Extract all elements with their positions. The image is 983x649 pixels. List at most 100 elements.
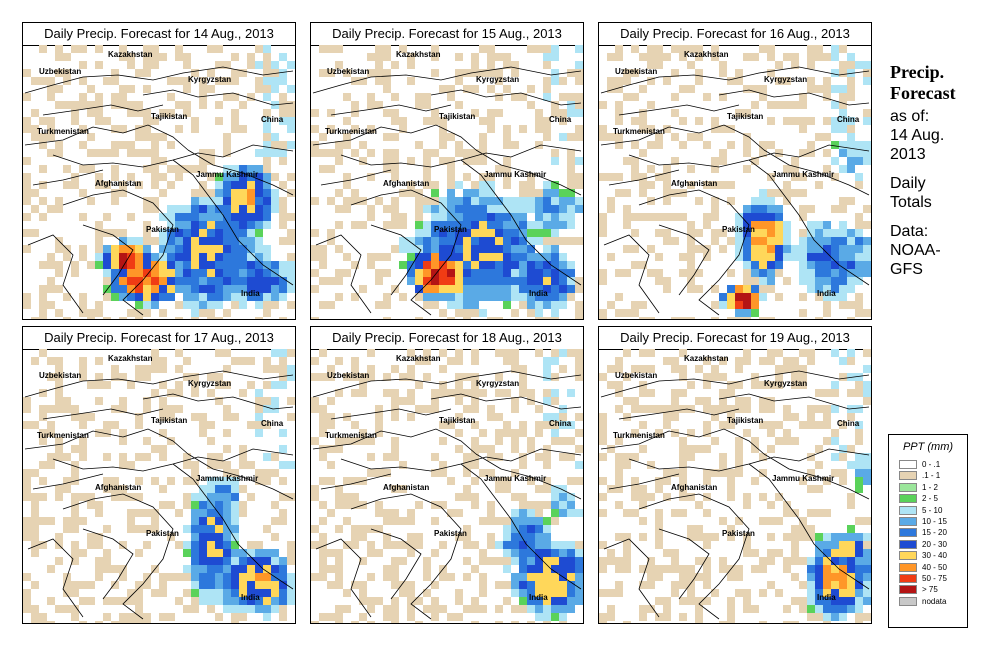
precip-cell [847, 165, 855, 173]
precip-cell [367, 597, 375, 605]
precip-cell [751, 565, 759, 573]
precip-cell [575, 125, 583, 133]
precip-cell [831, 173, 839, 181]
precip-cell [519, 565, 527, 573]
precip-cell [695, 197, 703, 205]
precip-cell [479, 261, 487, 269]
precip-cell [767, 221, 775, 229]
precip-cell [263, 69, 271, 77]
precip-cell [399, 261, 407, 269]
precip-cell [807, 237, 815, 245]
precip-cell [223, 245, 231, 253]
precip-cell [199, 293, 207, 301]
precip-cell [191, 589, 199, 597]
precip-cell [479, 133, 487, 141]
precip-cell [831, 597, 839, 605]
precip-cell [119, 485, 127, 493]
precip-cell [567, 157, 575, 165]
precip-cell [183, 357, 191, 365]
precip-cell [319, 453, 327, 461]
precip-cell [431, 69, 439, 77]
precip-cell [831, 117, 839, 125]
precip-cell [831, 53, 839, 61]
precip-cell [167, 477, 175, 485]
precip-cell [159, 173, 167, 181]
precip-cell [463, 605, 471, 613]
precip-cell [735, 109, 743, 117]
precip-cell [679, 477, 687, 485]
precip-cell [487, 85, 495, 93]
precip-cell [823, 237, 831, 245]
boundary-line [600, 66, 870, 94]
precip-cell [679, 269, 687, 277]
precip-cell [687, 165, 695, 173]
precip-cell [855, 237, 863, 245]
precip-cell [639, 517, 647, 525]
precip-cell [815, 581, 823, 589]
precip-cell [127, 277, 135, 285]
precip-cell [279, 597, 287, 605]
precip-cell [823, 509, 831, 517]
precip-cell [463, 285, 471, 293]
precip-cell [431, 453, 439, 461]
precip-cell [551, 509, 559, 517]
precip-cell [679, 405, 687, 413]
precip-cell [287, 109, 295, 117]
precip-cell [31, 469, 39, 477]
precip-cell [135, 581, 143, 589]
precip-cell [831, 541, 839, 549]
precip-cell [815, 405, 823, 413]
precip-cell [215, 173, 223, 181]
precip-cell [503, 429, 511, 437]
precip-cell [167, 389, 175, 397]
precip-cell [151, 477, 159, 485]
precip-cell [823, 597, 831, 605]
precip-cell [367, 573, 375, 581]
precip-cell [63, 525, 71, 533]
precip-cell [439, 205, 447, 213]
precip-cell [327, 397, 335, 405]
precip-cell [567, 493, 575, 501]
precip-cell [559, 613, 567, 621]
precip-cell [687, 269, 695, 277]
precip-cell [855, 61, 863, 69]
precip-cell [519, 597, 527, 605]
precip-cell [567, 277, 575, 285]
precip-cell [863, 613, 871, 621]
precip-cell [311, 573, 319, 581]
precip-cell [839, 605, 847, 613]
precip-cell [351, 101, 359, 109]
precip-cell [607, 173, 615, 181]
precip-cell [247, 253, 255, 261]
precip-cell [183, 293, 191, 301]
precip-cell [431, 109, 439, 117]
precip-cell [143, 373, 151, 381]
precip-cell [671, 413, 679, 421]
precip-cell [175, 245, 183, 253]
precip-cell [31, 77, 39, 85]
precip-cell [183, 501, 191, 509]
precip-cell [247, 605, 255, 613]
precip-cell [815, 541, 823, 549]
precip-cell [839, 477, 847, 485]
precip-cell [247, 189, 255, 197]
precip-cell [63, 405, 71, 413]
precip-cell [775, 221, 783, 229]
precip-cell [511, 309, 519, 317]
precip-cell [447, 189, 455, 197]
precip-cell [327, 69, 335, 77]
precip-cell [663, 597, 671, 605]
precip-cell [343, 517, 351, 525]
precip-cell [791, 165, 799, 173]
precip-cell [671, 45, 679, 53]
precip-cell [831, 589, 839, 597]
precip-cell [383, 389, 391, 397]
precip-cell [127, 517, 135, 525]
precip-cell [199, 205, 207, 213]
precip-cell [263, 117, 271, 125]
legend-row: 5 - 10 [889, 505, 967, 516]
precip-cell [471, 621, 479, 623]
precip-cell [599, 429, 607, 437]
precip-cell [783, 221, 791, 229]
precip-cell [311, 541, 319, 549]
